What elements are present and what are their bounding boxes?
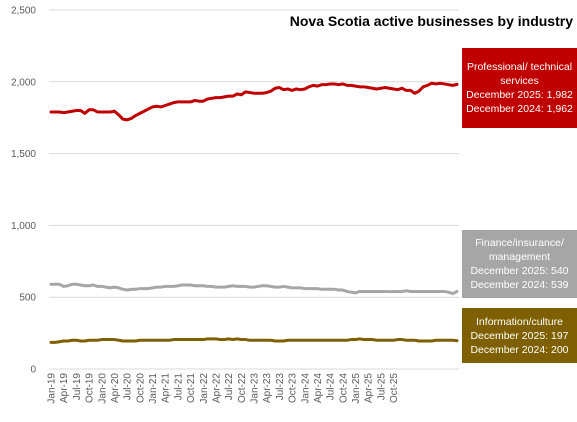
y-tick-label: 0 (30, 365, 36, 376)
x-tick-label: Jan-25 (351, 373, 362, 404)
annotation-line: December 2025: 540 (470, 265, 569, 277)
y-tick-label: 1,500 (11, 149, 36, 160)
gridlines (49, 9, 459, 298)
x-tick-label: Jan-23 (250, 373, 261, 404)
x-tick-label: Oct-22 (237, 373, 248, 403)
y-tick-label: 2,000 (11, 77, 36, 88)
x-tick-label: Jan-22 (199, 373, 210, 404)
x-axis: Jan-19 Apr-19 Jul-19 Oct-19 Jan-20 Apr-20 Jul-… (47, 373, 401, 404)
annotation-line: management (488, 251, 551, 263)
annotation-professional-technical: Professional/ technical services Decembe… (462, 48, 577, 128)
y-tick-label: 1,000 (11, 221, 36, 232)
series-lines (49, 81, 459, 344)
x-tick-label: Apr-19 (59, 373, 70, 403)
x-tick-label: Jan-19 (47, 373, 58, 404)
x-tick-label: Jul-22 (224, 373, 235, 401)
annotation-line: December 2025: 197 (470, 329, 569, 342)
x-tick-label: Jul-20 (123, 373, 134, 401)
x-tick-label: Apr-25 (364, 373, 375, 403)
series-line-1 (49, 282, 459, 296)
x-tick-label: Jan-21 (148, 373, 159, 404)
annotation-finance-insurance: Finance/insurance/ management December 2… (462, 230, 577, 298)
y-tick-label: 2,500 (11, 6, 36, 17)
x-tick-label: Oct-23 (288, 373, 299, 403)
x-tick-label: Apr-21 (161, 373, 172, 403)
series-line-2 (49, 337, 459, 344)
annotation-line: December 2024: 1,962 (466, 103, 573, 115)
x-tick-label: Jul-23 (275, 373, 286, 401)
annotation-line: Information/culture (476, 315, 563, 328)
x-tick-label: Oct-21 (186, 373, 197, 403)
x-tick-label: Apr-20 (110, 373, 121, 403)
x-tick-label: Jul-21 (173, 373, 184, 401)
x-tick-label: Apr-23 (262, 373, 273, 403)
y-tick-label: 500 (19, 293, 36, 304)
x-tick-label: Jul-25 (376, 373, 387, 401)
x-tick-label: Jul-19 (72, 373, 83, 401)
annotation-line: Professional/ technical (466, 61, 573, 73)
annotation-line: Finance/insurance/ (475, 237, 564, 249)
annotation-line: services (500, 75, 539, 87)
x-tick-label: Oct-25 (389, 373, 400, 403)
annotation-information-culture: Information/culture December 2025: 197 D… (462, 308, 577, 363)
x-tick-label: Apr-22 (211, 373, 222, 403)
annotation-line: December 2025: 1,982 (466, 89, 573, 101)
x-tick-label: Oct-19 (85, 373, 96, 403)
x-tick-label: Oct-24 (338, 373, 349, 403)
x-tick-label: Apr-24 (313, 373, 324, 403)
x-tick-label: Jan-20 (97, 373, 108, 404)
series-line-0 (49, 81, 459, 122)
chart-title: Nova Scotia active businesses by industr… (290, 13, 573, 29)
y-axis: 0 500 1,000 1,500 2,000 2,500 (11, 6, 36, 376)
annotation-line: December 2024: 200 (470, 343, 569, 356)
x-tick-label: Oct-20 (135, 373, 146, 403)
annotation-line: December 2024: 539 (470, 279, 569, 291)
x-tick-label: Jan-24 (300, 373, 311, 404)
x-tick-label: Jul-24 (326, 373, 337, 401)
